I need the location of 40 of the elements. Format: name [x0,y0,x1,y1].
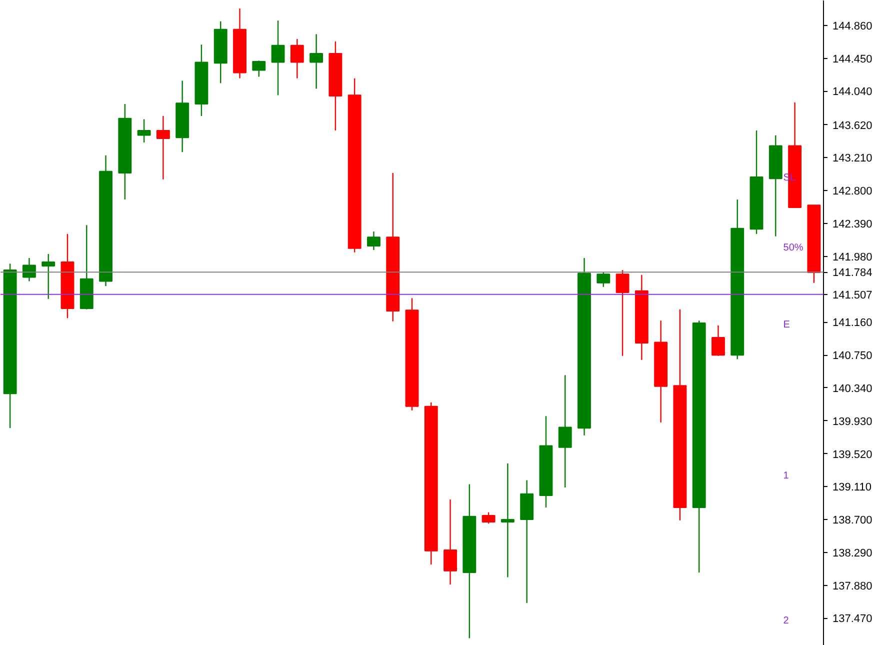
y-tick-label: 143.210 [832,152,872,165]
candlestick [482,512,496,524]
candlestick [558,374,572,488]
candlestick [712,324,725,356]
y-tick-label: 141.980 [832,251,872,264]
y-tick-label: 142.800 [832,186,872,198]
y-tick-label: 137.470 [832,613,872,626]
y-tick-label: 144.860 [832,20,872,32]
y-tick-label: 138.700 [832,514,872,527]
candlestick [500,462,514,578]
candlestick [367,230,380,251]
y-tick-label: 139.110 [832,482,872,494]
annotation: E [783,320,790,330]
candlestick [596,272,610,288]
candlestick [271,20,285,96]
annotation: 1 [783,470,790,482]
y-tick-label: 144.450 [832,53,872,66]
y-tick-label: 140.750 [832,350,872,362]
y-tick-label: 137.880 [832,580,872,592]
y-tick-label: 142.390 [832,218,872,231]
candlestick [290,38,304,79]
candlestick [444,498,457,586]
ref-line-label: 141.507 [832,289,872,302]
candlestick [42,253,56,300]
y-tick-label: 140.340 [832,382,872,395]
ref-line-label: 141.784 [832,267,872,280]
y-tick-label: 139.930 [832,416,872,428]
candlestick [137,118,151,144]
candlestick [252,60,266,78]
y-tick-label: 143.620 [832,120,872,132]
y-tick-label: 141.160 [832,317,872,330]
candlestick [616,269,630,356]
candlestick [156,115,170,180]
annotation: 2 [783,616,790,626]
y-tick-label: 144.040 [832,86,872,98]
annotation: 50% [783,242,804,254]
y-tick-label: 138.290 [832,547,872,560]
candlestick [310,34,324,90]
candlestick [22,257,36,282]
y-tick-label: 139.520 [832,448,872,461]
